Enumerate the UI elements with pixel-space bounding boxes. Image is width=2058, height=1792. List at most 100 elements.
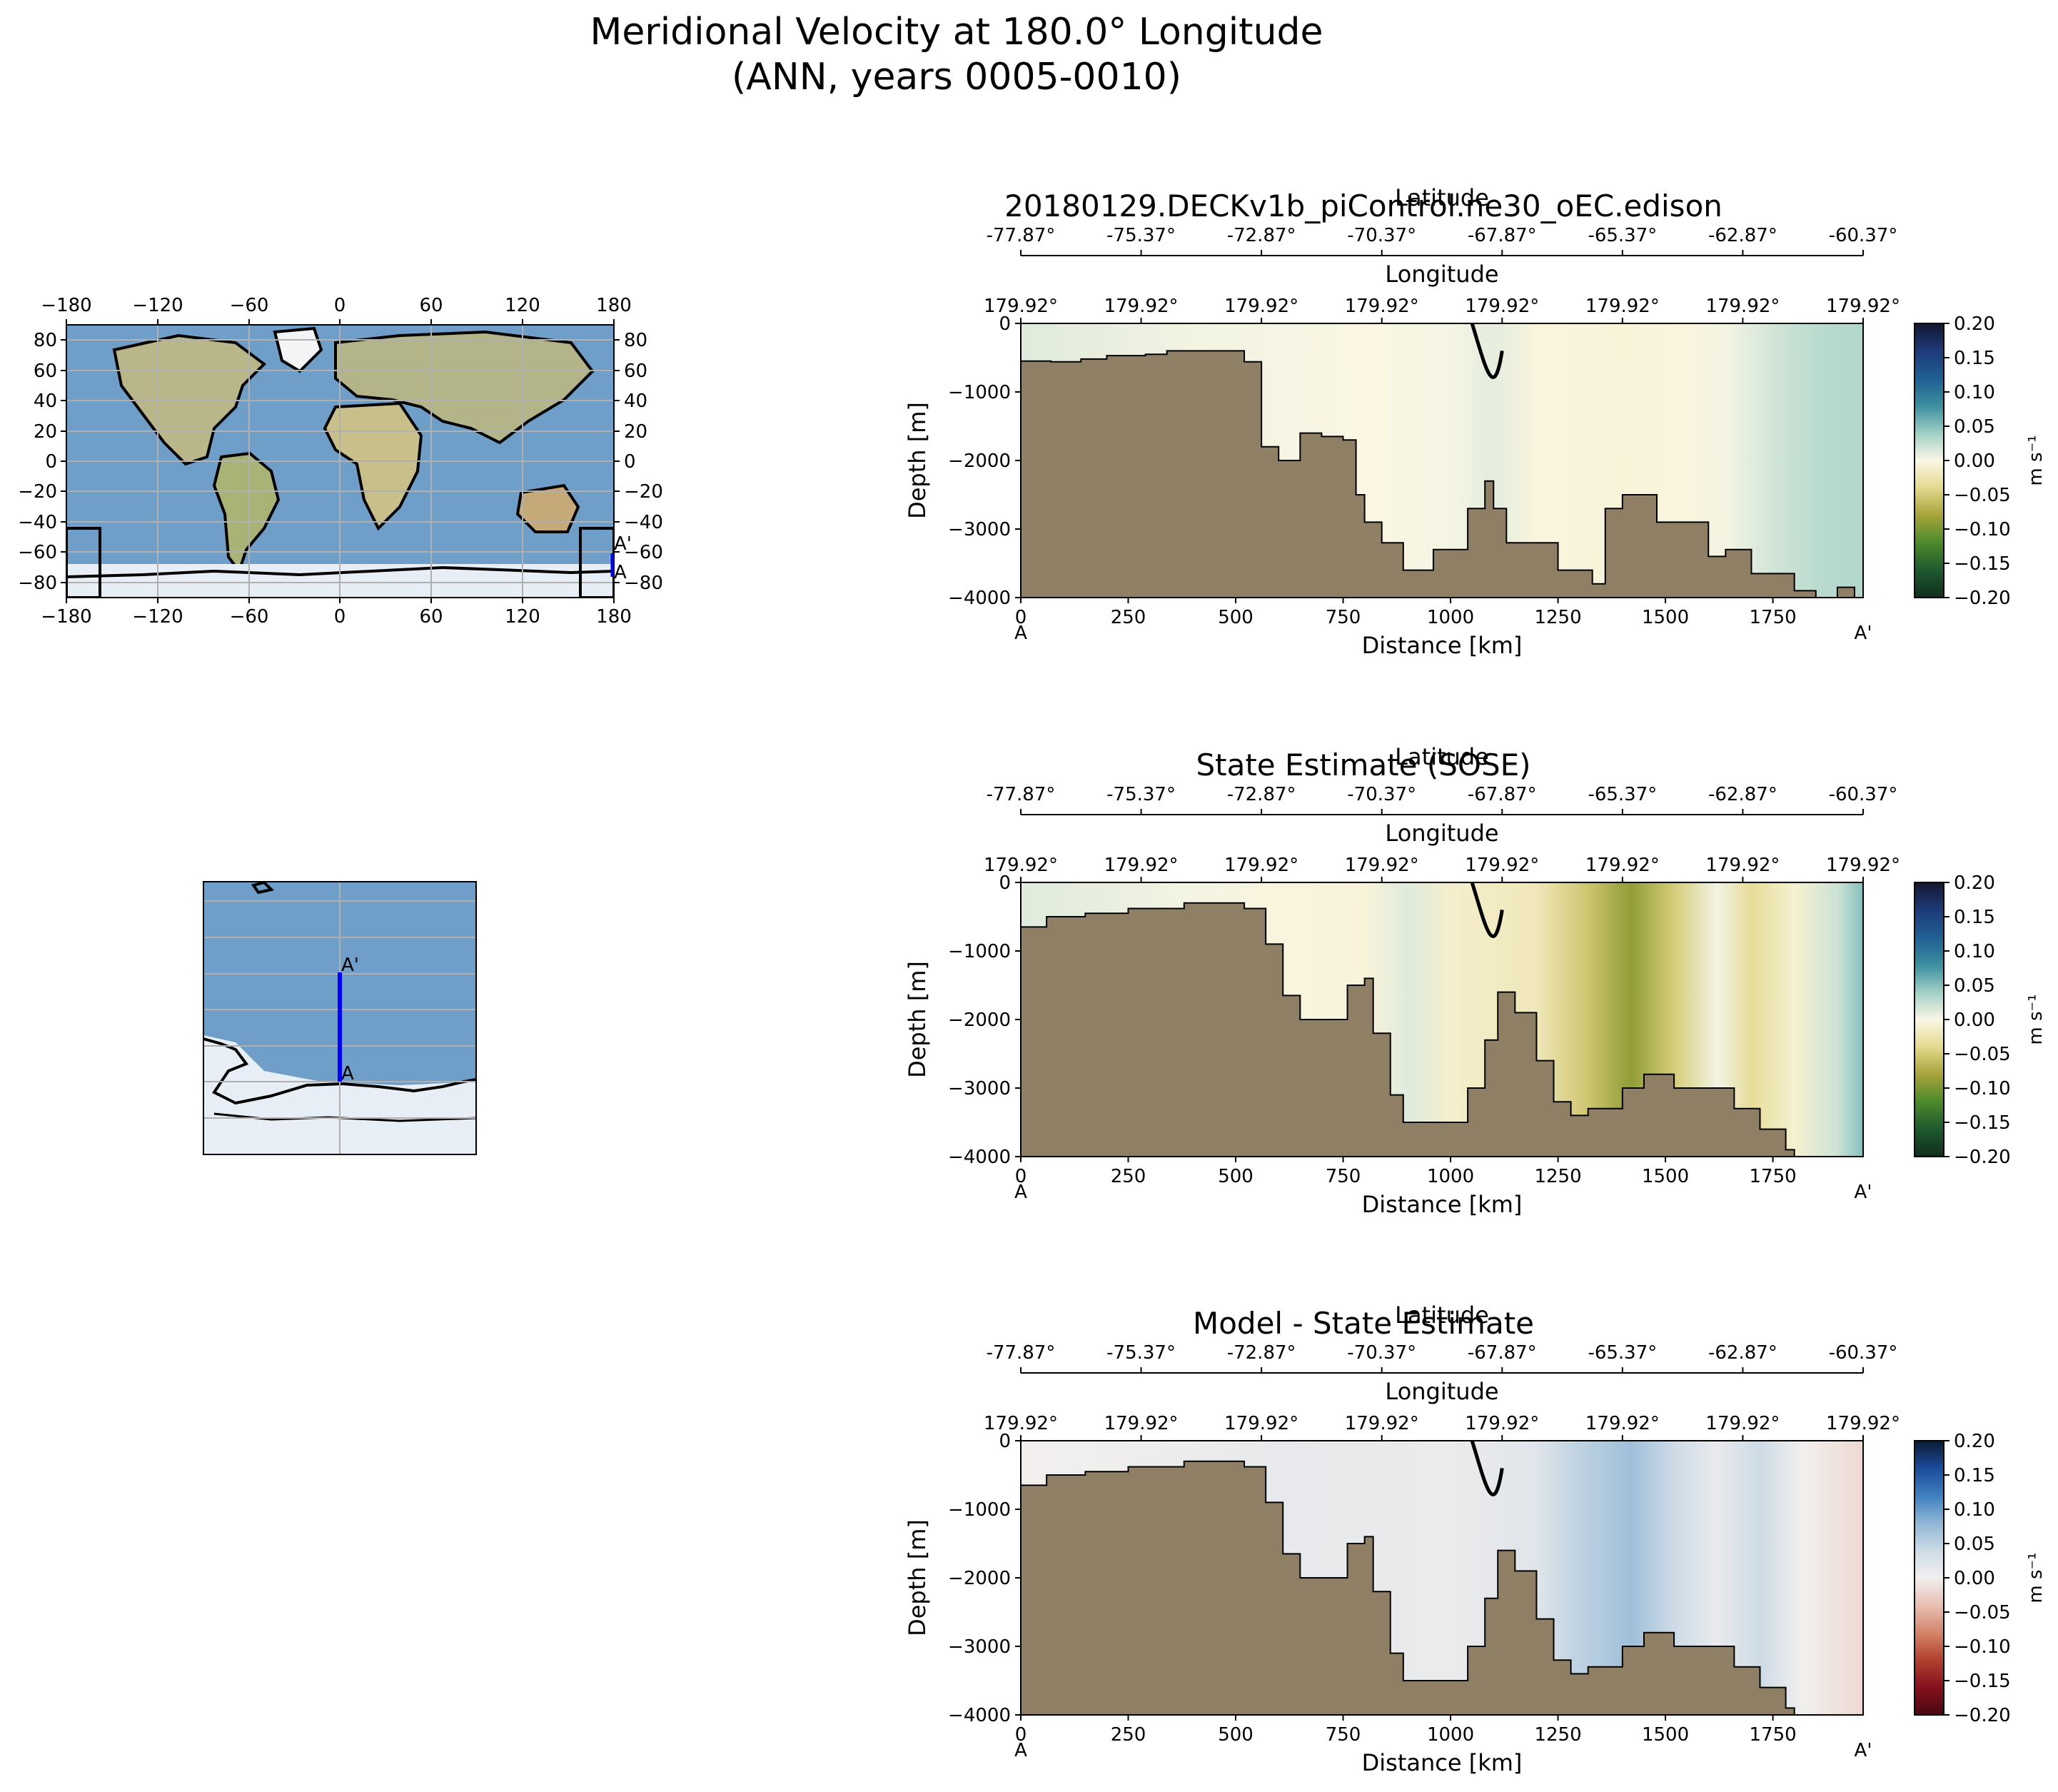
distance-tick-label: 1500 (1642, 1724, 1689, 1746)
colorbar-tick-label: 0.05 (1954, 975, 1995, 997)
longitude-tick-label: 179.92° (1826, 1413, 1900, 1434)
global-map-graticule (66, 325, 614, 598)
latitude-tick-label: -65.37° (1588, 1342, 1657, 1364)
global-map-left-tick-label: −80 (18, 573, 57, 594)
global-map-left-tick-label: 20 (34, 421, 57, 443)
global-map-top-tick-label: −120 (132, 295, 183, 316)
global-map-left-tick-label: 40 (34, 391, 57, 412)
colorbar-tick-label: 0.15 (1954, 348, 1995, 369)
distance-axis-label: Distance [km] (1362, 632, 1523, 659)
depth-axis-label: Depth [m] (904, 961, 931, 1078)
continent-eurasia (334, 330, 595, 445)
latitude-tick-label: -67.87° (1468, 784, 1537, 805)
panel-plot-area (1021, 882, 1863, 1157)
latitude-axis-label: Latitude (1395, 743, 1489, 770)
inset-coastline (203, 1037, 476, 1105)
depth-tick-label: −2000 (948, 450, 1011, 472)
longitude-axis-label: Longitude (1385, 820, 1498, 847)
colorbar-tick-label: −0.05 (1954, 485, 2011, 506)
inset-map: A' A (203, 881, 477, 1155)
continent-africa (323, 401, 423, 531)
colorbar-tick-label: −0.10 (1954, 519, 2011, 540)
latitude-axis-label: Latitude (1395, 1302, 1489, 1329)
latitude-tick-label: -70.37° (1347, 1342, 1416, 1364)
distance-tick-label: 0 (1015, 1166, 1027, 1187)
latitude-tick-label: -70.37° (1347, 225, 1416, 246)
colorbar-tick-label: 0.20 (1954, 872, 1995, 894)
colorbar-tick-label: 0.10 (1954, 382, 1995, 403)
longitude-tick-label: 179.92° (1585, 855, 1660, 876)
depth-axis-label: Depth [m] (904, 1519, 931, 1636)
global-map-right-tick-label: 80 (624, 330, 647, 351)
colorbar (1914, 882, 1944, 1157)
latitude-tick-label: -67.87° (1468, 225, 1537, 246)
longitude-tick-label: 179.92° (1705, 855, 1780, 876)
global-map-right-tick-label: −20 (624, 481, 663, 503)
panel-title: Model - State Estimate (1193, 1306, 1534, 1341)
inset-label-a: A (341, 1063, 354, 1084)
end-label-a: A (1014, 1740, 1027, 1761)
longitude-axis-label: Longitude (1385, 1378, 1498, 1405)
longitude-tick-label: 179.92° (1224, 296, 1298, 317)
figure-title-line1: Meridional Velocity at 180.0° Longitude (590, 11, 1323, 54)
colorbar-tick-label: −0.15 (1954, 1112, 2011, 1134)
latitude-tick-label: -60.37° (1829, 784, 1898, 805)
longitude-tick-label: 179.92° (1104, 1413, 1179, 1434)
depth-tick-label: −3000 (948, 1636, 1011, 1658)
depth-tick-label: −4000 (948, 1705, 1011, 1726)
depth-tick-label: −3000 (948, 519, 1011, 540)
longitude-tick-label: 179.92° (1224, 1413, 1298, 1434)
longitude-tick-label: 179.92° (984, 296, 1058, 317)
distance-tick-label: 0 (1015, 607, 1027, 628)
latitude-tick-label: -62.87° (1708, 1342, 1777, 1364)
colorbar-tick-label: 0.10 (1954, 1499, 1995, 1521)
latitude-tick-label: -72.87° (1227, 1342, 1296, 1364)
longitude-tick-label: 179.92° (1826, 296, 1900, 317)
latitude-tick-label: -60.37° (1829, 1342, 1898, 1364)
panel-bathymetry (1021, 1460, 1812, 1715)
depth-tick-label: −1000 (948, 382, 1011, 403)
distance-tick-label: 1500 (1642, 607, 1689, 628)
depth-tick-label: −1000 (948, 1499, 1011, 1521)
panel-model: 20180129.DECKv1b_piControl.ne30_oEC.edis… (904, 184, 2047, 659)
longitude-tick-label: 179.92° (984, 1413, 1058, 1434)
colorbar-tick-label: 0.20 (1954, 1431, 1995, 1452)
transect-panels: 20180129.DECKv1b_piControl.ne30_oEC.edis… (904, 184, 2047, 1776)
distance-tick-label: 1250 (1534, 1166, 1581, 1187)
global-map-right-tick-label: −80 (624, 573, 663, 594)
depth-tick-label: 0 (999, 313, 1011, 335)
colorbar-tick-label: −0.10 (1954, 1078, 2011, 1099)
latitude-tick-label: -77.87° (987, 1342, 1056, 1364)
global-map-bottom-tick-label: −180 (41, 606, 91, 628)
panel-plot-area (1021, 1441, 1863, 1715)
global-map-right-tick-label: 40 (624, 391, 647, 412)
global-map-bottom-tick-label: −120 (132, 606, 183, 628)
global-map-left-tick-label: 80 (34, 330, 57, 351)
panel-bathymetry (1021, 902, 1812, 1157)
colorbar (1914, 1440, 1944, 1716)
latitude-tick-label: -70.37° (1347, 784, 1416, 805)
distance-axis-label: Distance [km] (1362, 1749, 1523, 1776)
global-map-label-a: A (614, 562, 627, 583)
colorbar-tick-label: 0.05 (1954, 1534, 1995, 1555)
distance-tick-label: 500 (1218, 1724, 1254, 1746)
longitude-tick-label: 179.92° (1465, 296, 1539, 317)
inset-frame (203, 881, 477, 1155)
colorbar-unit-label: m s⁻¹ (2025, 435, 2047, 485)
global-map-bottom-tick-label: 60 (419, 606, 443, 628)
distance-tick-label: 500 (1218, 1166, 1254, 1187)
longitude-tick-label: 179.92° (1345, 855, 1419, 876)
distance-tick-label: 1250 (1534, 607, 1581, 628)
global-map-bottom-tick-label: 120 (505, 606, 540, 628)
global-map-left-tick-label: −20 (18, 481, 57, 503)
global-map-top-tick-label: 120 (505, 295, 540, 316)
global-map-bottom-tick-label: 180 (596, 606, 632, 628)
distance-tick-label: 0 (1015, 1724, 1027, 1746)
latitude-tick-label: -77.87° (987, 784, 1056, 805)
panel-obs: State Estimate (SOSE)Latitude -77.87° -75.… (904, 743, 2047, 1218)
colorbar-tick-label: 0.00 (1954, 450, 1995, 472)
latitude-tick-label: -62.87° (1708, 225, 1777, 246)
global-map-left-tick-label: 60 (34, 361, 57, 382)
global-map-top-tick-label: −180 (41, 295, 91, 316)
